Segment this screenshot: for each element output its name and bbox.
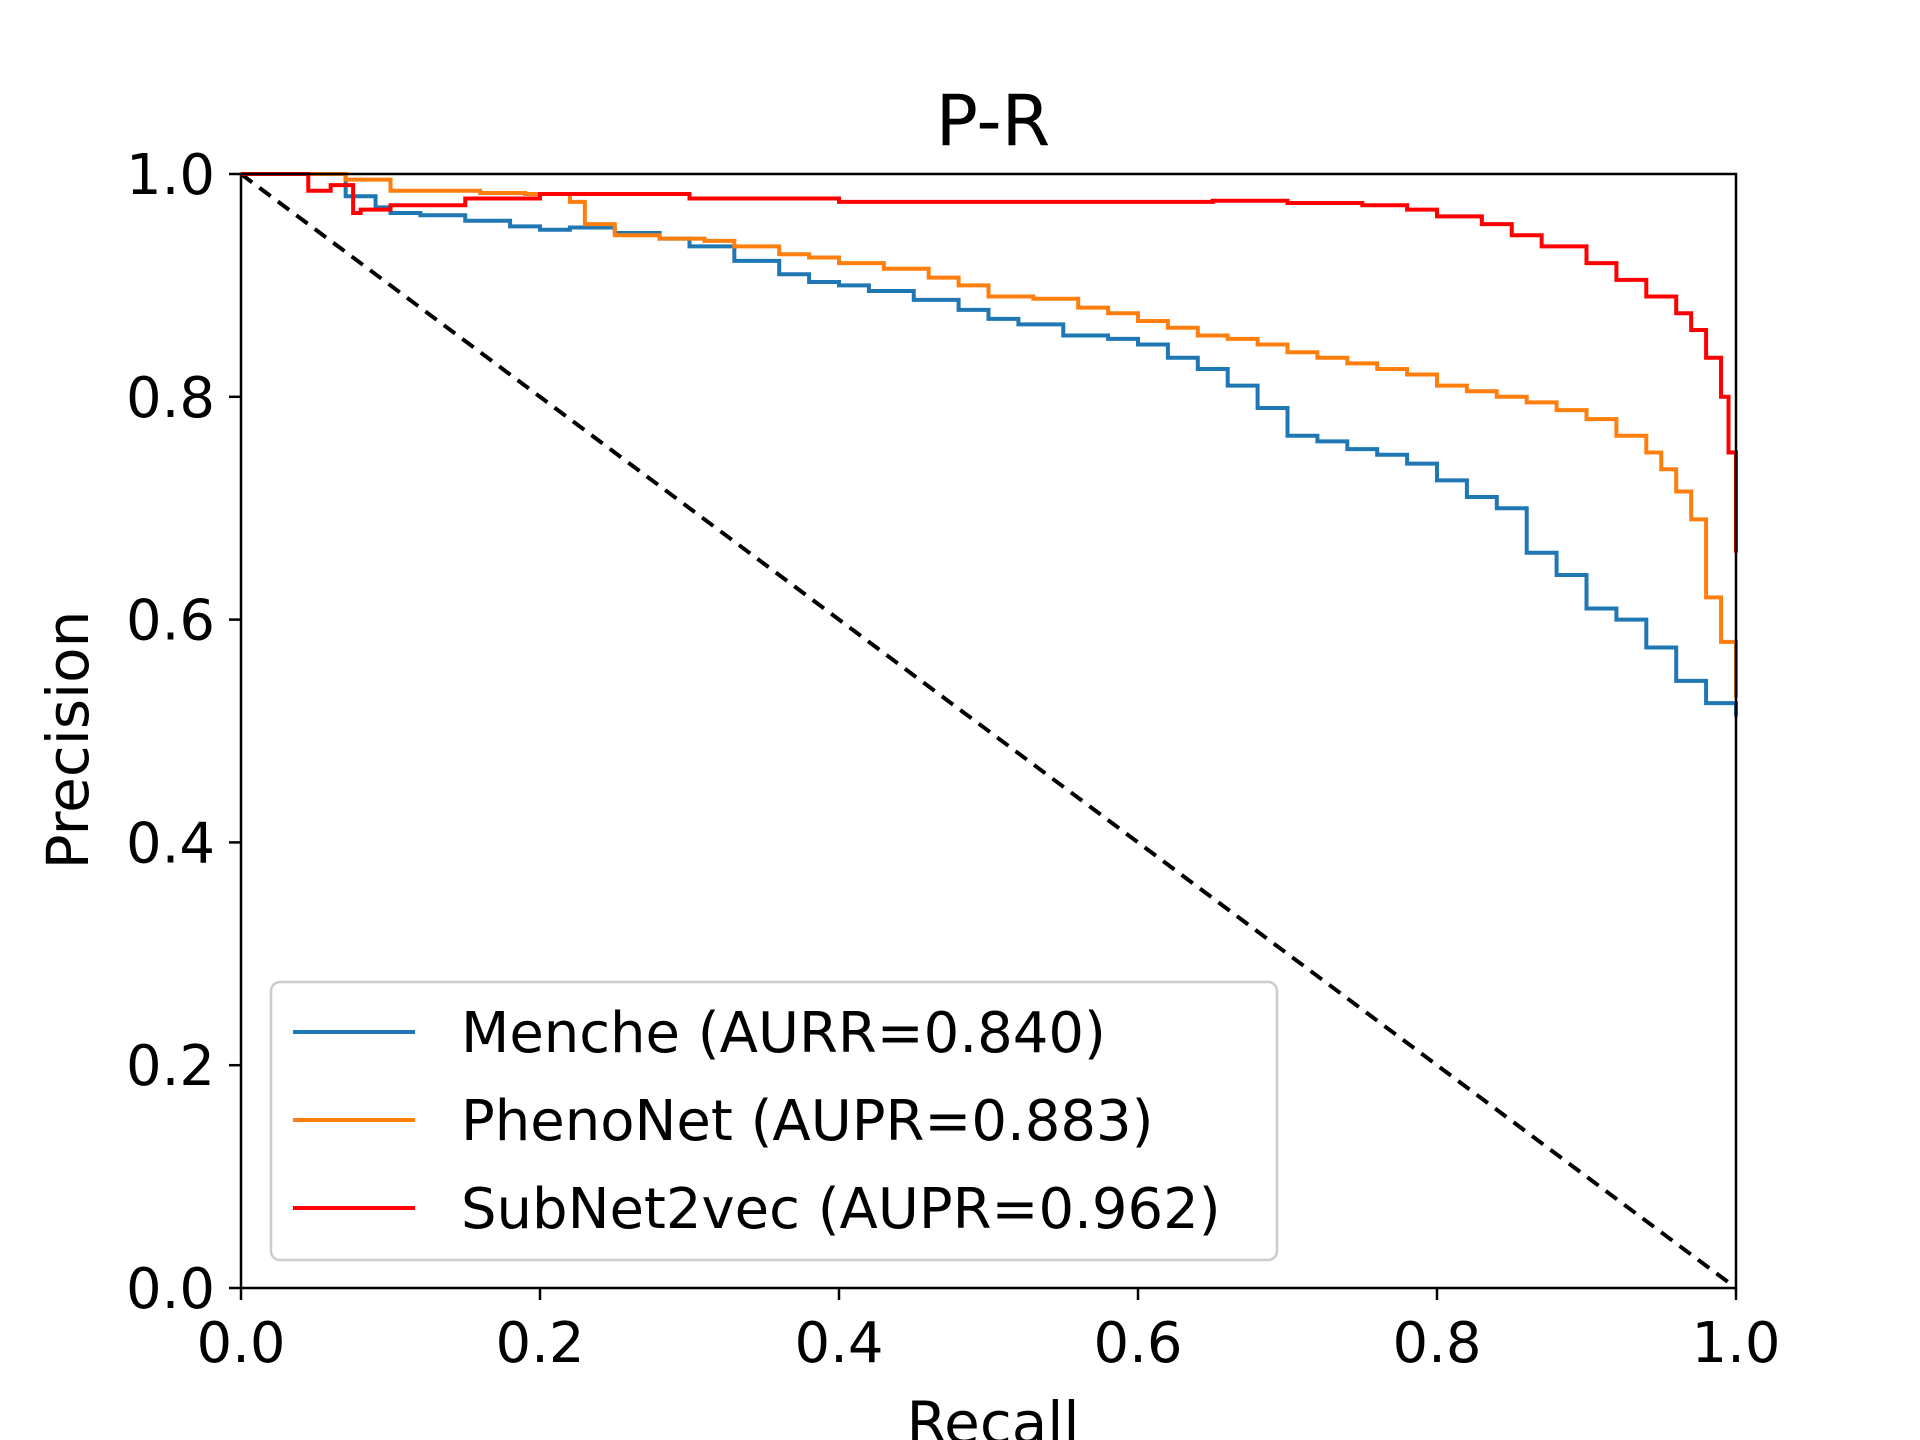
x-tick-label: 0.4	[794, 1311, 883, 1376]
axes-frame	[239, 172, 1738, 1290]
y-axis-label: Precision	[34, 611, 102, 870]
y-tick-label: 0.0	[126, 1257, 215, 1322]
x-tick-label: 1.0	[1691, 1311, 1780, 1376]
y-tick-label: 0.4	[126, 811, 215, 876]
x-tick-label: 0.8	[1392, 1311, 1481, 1376]
baseline-dashed-line	[239, 172, 1738, 1290]
axes: 0.0 0.2 0.4 0.6 0.8 1.0 0.0 0.2 0.4 0.6 0.8 1.0	[126, 143, 1781, 1376]
series-line-3	[241, 172, 1738, 553]
y-tick-label: 0.8	[126, 366, 215, 431]
legend-label-1: Menche (AURR=0.840)	[461, 1001, 1106, 1066]
legend-label-3: SubNet2vec (AUPR=0.962)	[461, 1177, 1221, 1242]
series-line-1	[241, 172, 1738, 717]
y-tick-label: 0.2	[126, 1034, 215, 1099]
legend-label-2: PhenoNet (AUPR=0.883)	[461, 1089, 1153, 1154]
y-tick-label: 1.0	[126, 143, 215, 208]
chart-title: P-R	[936, 80, 1051, 162]
x-tick-label: 0.2	[495, 1311, 584, 1376]
x-tick-label: 0.0	[196, 1311, 285, 1376]
legend-box	[269, 980, 1279, 1262]
y-tick-label: 0.6	[126, 589, 215, 654]
legend: Menche (AURR=0.840) PhenoNet (AUPR=0.883)…	[269, 980, 1279, 1262]
series-line-2	[241, 172, 1738, 698]
x-axis-label: Recall	[906, 1389, 1079, 1440]
x-tick-label: 0.6	[1093, 1311, 1182, 1376]
plot-area	[239, 172, 1738, 1290]
